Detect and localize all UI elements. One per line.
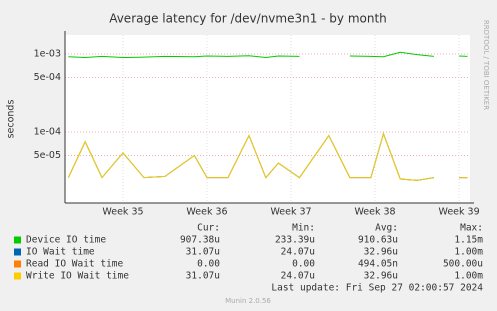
legend-stat: 907.38u: [180, 235, 220, 246]
plot-area: [65, 35, 470, 203]
legend-label: Write IO Wait time: [26, 271, 129, 282]
legend-header: Cur:: [197, 223, 220, 234]
series-line: [68, 51, 468, 59]
legend-swatch: [14, 248, 21, 256]
legend-stat: 0.00: [197, 259, 220, 270]
y-tick-label: 5e-05: [34, 150, 61, 161]
legend-stat: 32.96u: [364, 271, 398, 282]
legend-stat: 31.07u: [186, 247, 220, 258]
legend-stat: 24.07u: [281, 247, 315, 258]
legend-stat: 0.00: [292, 259, 315, 270]
last-update: Last update: Fri Sep 27 02:00:57 2024: [271, 283, 483, 294]
legend-stat: 31.07u: [186, 271, 220, 282]
legend-stat: 32.96u: [364, 247, 398, 258]
legend-swatch: [14, 272, 21, 280]
legend-stat: 910.63u: [358, 235, 398, 246]
legend-swatch: [14, 236, 21, 244]
legend-header: Max:: [460, 223, 483, 234]
legend-label: Device IO time: [26, 235, 106, 246]
side-label: RRDTOOL / TOBI OETIKER: [482, 20, 490, 110]
legend-label: IO Wait time: [26, 247, 95, 258]
y-tick-label: 1e-03: [34, 48, 61, 59]
x-tick-label: Week 36: [186, 207, 227, 218]
legend-header: Avg:: [375, 223, 398, 234]
legend-stat: 1.00m: [454, 247, 483, 258]
series-line: [67, 132, 468, 181]
legend-stat: 494.05n: [358, 259, 398, 270]
footer: Munin 2.0.56: [225, 297, 271, 305]
y-axis-label: seconds: [6, 100, 17, 139]
legend-stat: 500.00u: [443, 259, 483, 270]
legend-stat: 233.39u: [275, 235, 315, 246]
legend-swatch: [14, 260, 21, 268]
x-tick-label: Week 39: [439, 207, 480, 218]
legend-stat: 1.15m: [454, 235, 483, 246]
chart-title: Average latency for /dev/nvme3n1 - by mo…: [109, 12, 387, 26]
x-tick-label: Week 37: [270, 207, 311, 218]
legend-stat: 24.07u: [281, 271, 315, 282]
x-tick-label: Week 38: [354, 207, 395, 218]
x-tick-label: Week 35: [102, 207, 143, 218]
y-tick-label: 1e-04: [34, 126, 61, 137]
legend-label: Read IO Wait time: [26, 259, 124, 270]
legend-header: Min:: [292, 223, 315, 234]
y-tick-label: 5e-04: [34, 72, 61, 83]
legend-stat: 1.00m: [454, 271, 483, 282]
